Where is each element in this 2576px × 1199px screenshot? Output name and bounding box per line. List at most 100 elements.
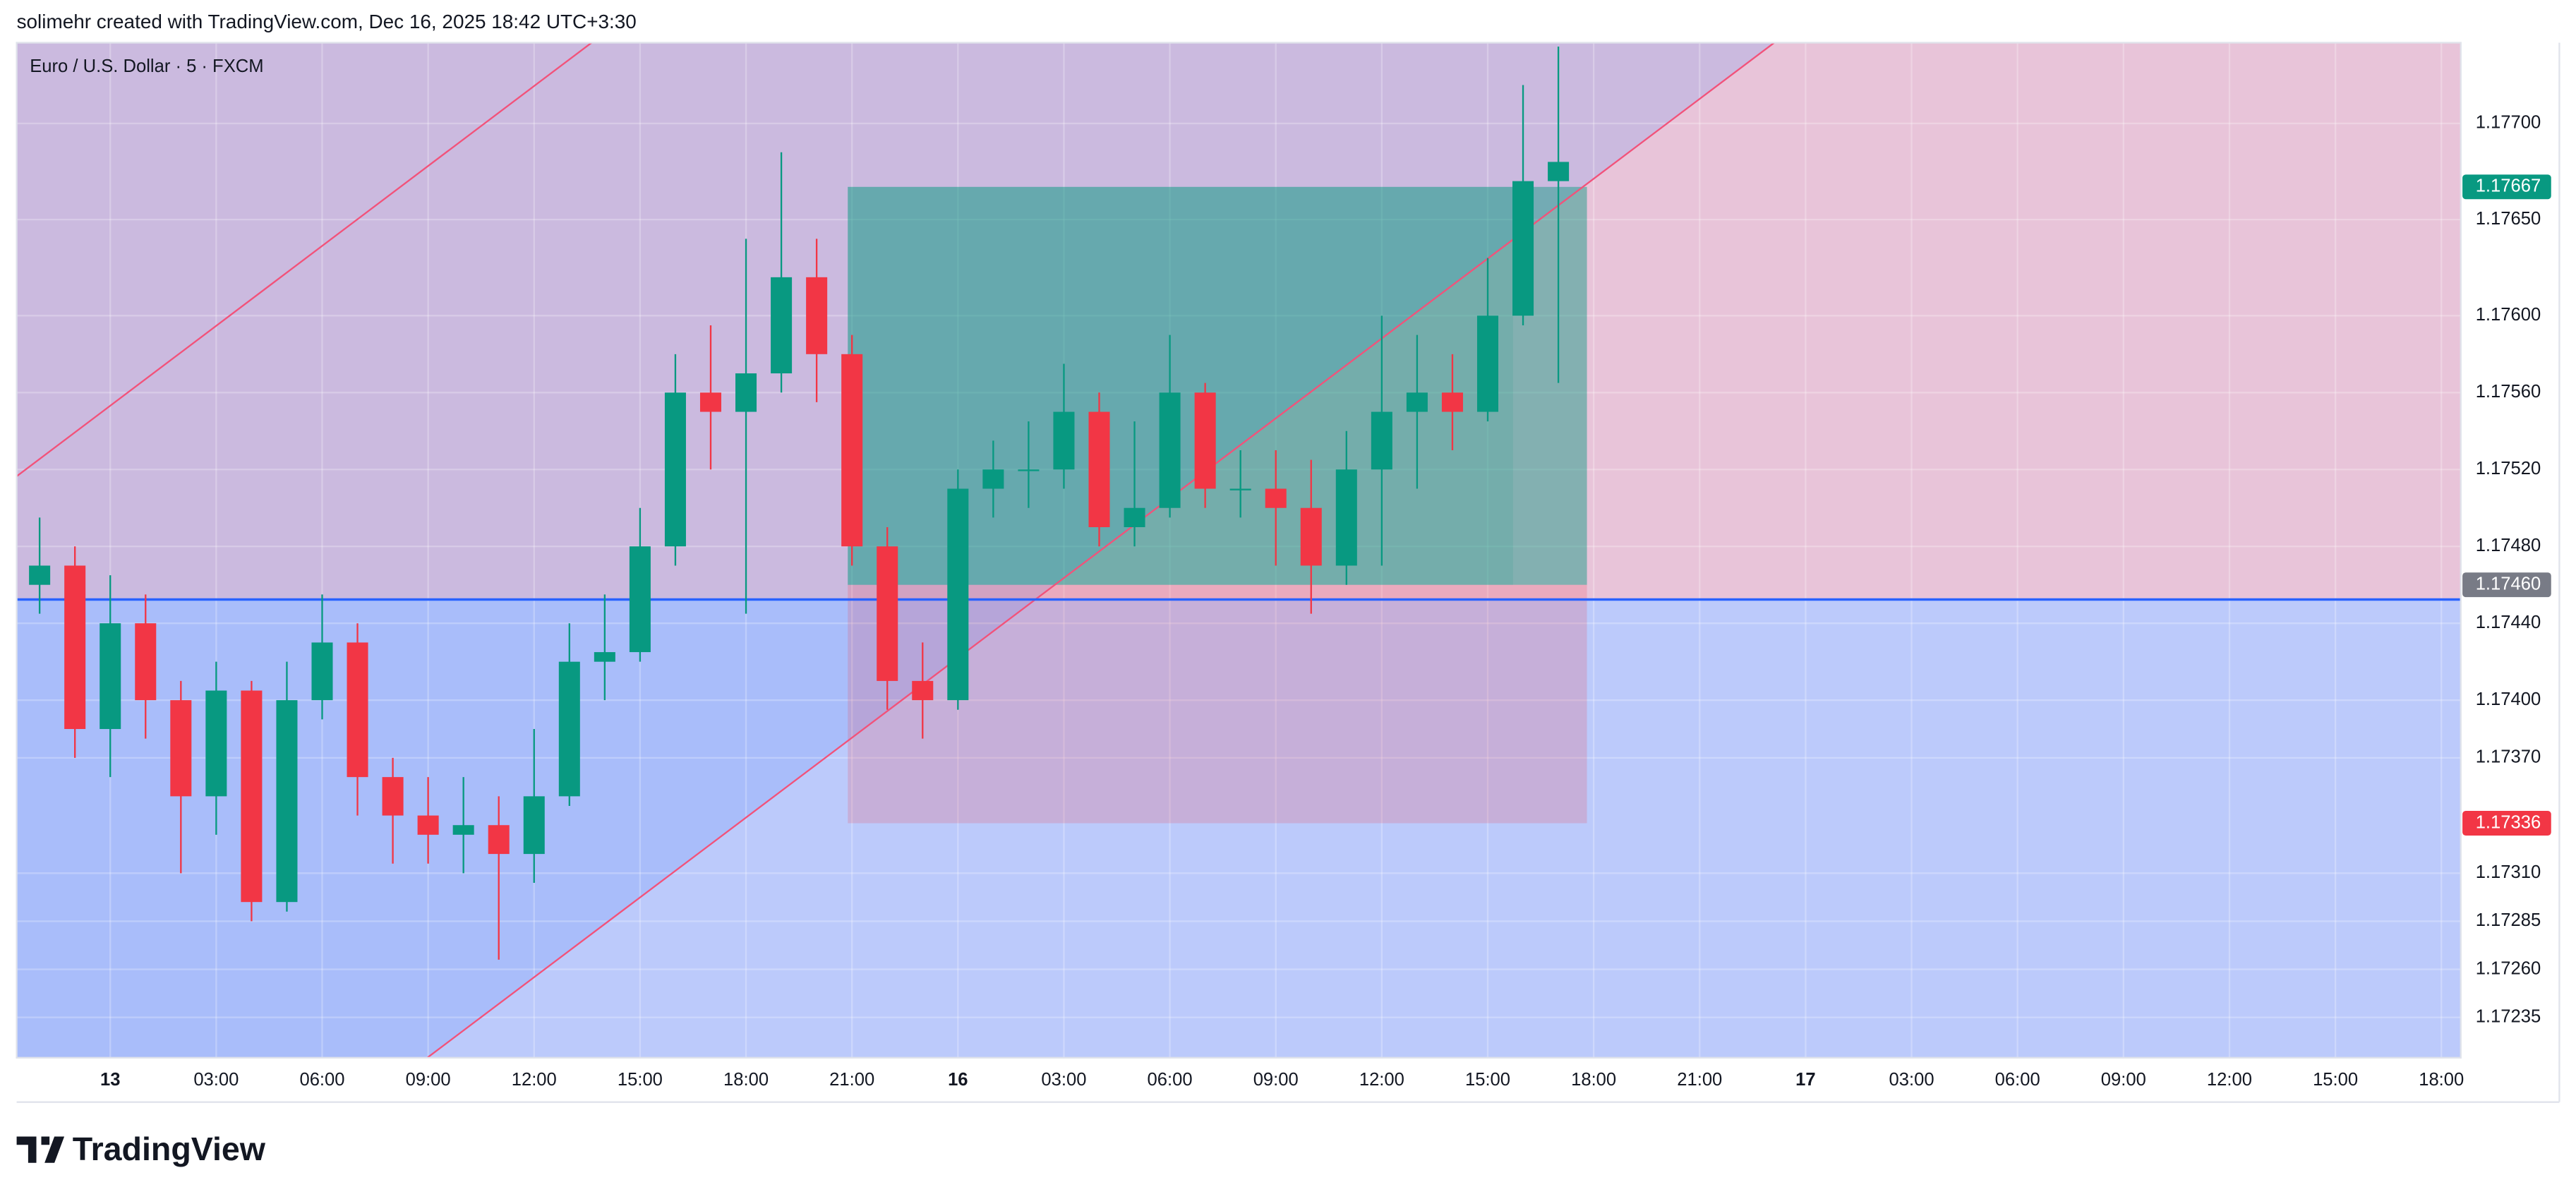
x-tick-label: 15:00 — [618, 1070, 663, 1090]
x-tick-label: 21:00 — [1677, 1070, 1722, 1090]
header-text: solimehr created with TradingView.com, D… — [17, 11, 637, 32]
y-tick-label: 1.17260 — [2476, 958, 2541, 978]
candle-body — [29, 565, 51, 585]
x-tick-label: 15:00 — [2313, 1070, 2358, 1090]
candle-body — [347, 642, 368, 778]
candle-body — [1335, 469, 1357, 566]
chart-title: Euro / U.S. Dollar · 5 · FXCM — [30, 56, 263, 76]
candle-body — [1406, 392, 1428, 412]
target-zone — [848, 186, 1587, 585]
candle-body — [1194, 392, 1216, 489]
candle-body — [311, 642, 333, 701]
candle-body — [205, 690, 227, 797]
x-tick-label: 13 — [100, 1070, 120, 1090]
x-tick-label: 03:00 — [1889, 1070, 1934, 1090]
y-tick-label: 1.17560 — [2476, 382, 2541, 402]
position-tool — [848, 186, 1587, 824]
y-tick-label: 1.17285 — [2476, 910, 2541, 930]
candle-body — [1053, 411, 1075, 470]
candle-body — [806, 277, 828, 354]
grid — [16, 42, 2461, 1058]
x-tick-label: 18:00 — [1571, 1070, 1616, 1090]
candle-body — [1512, 181, 1534, 316]
trend-line — [16, 42, 592, 477]
x-tick-label: 09:00 — [1253, 1070, 1299, 1090]
candle-body — [276, 700, 298, 903]
y-tick-label: 1.17310 — [2476, 862, 2541, 882]
logo-mark — [16, 1136, 65, 1163]
y-tick-label: 1.17600 — [2476, 305, 2541, 325]
candle-body — [664, 392, 686, 547]
stop-zone — [848, 584, 1587, 824]
price-label: 1.17336 — [2476, 812, 2541, 832]
candle-body — [1124, 507, 1145, 527]
candle-body — [1159, 392, 1181, 508]
candle-body — [135, 623, 157, 701]
price-label-box — [2462, 572, 2551, 598]
candle-body — [523, 796, 545, 855]
candle-body — [1441, 392, 1463, 412]
price-label: 1.17667 — [2476, 176, 2541, 196]
zone-top-left — [16, 42, 1774, 600]
candle-body — [417, 815, 439, 835]
candle-body — [1371, 411, 1392, 470]
y-tick-label: 1.17370 — [2476, 747, 2541, 767]
y-tick-label: 1.17700 — [2476, 113, 2541, 133]
x-tick-label: 03:00 — [1041, 1070, 1086, 1090]
y-tick-label: 1.17400 — [2476, 689, 2541, 709]
x-tick-label: 09:00 — [2101, 1070, 2146, 1090]
y-tick-label: 1.17235 — [2476, 1006, 2541, 1026]
logo-text: TradingView — [73, 1131, 266, 1167]
candles — [29, 46, 1570, 960]
x-tick-label: 09:00 — [406, 1070, 451, 1090]
y-tick-label: 1.17650 — [2476, 209, 2541, 229]
x-tick-label: 12:00 — [512, 1070, 557, 1090]
x-tick-label: 17 — [1795, 1070, 1815, 1090]
x-tick-label: 16 — [948, 1070, 968, 1090]
x-tick-label: 21:00 — [829, 1070, 874, 1090]
candle-body — [735, 373, 757, 412]
x-tick-label: 06:00 — [299, 1070, 344, 1090]
candle-body — [452, 825, 474, 835]
candle-body — [1018, 469, 1040, 471]
candle-body — [1300, 507, 1322, 566]
candle-body — [982, 469, 1004, 489]
candle-body — [1088, 411, 1110, 527]
plot-area — [16, 42, 2461, 1059]
candle-body — [382, 777, 404, 816]
candle-body — [558, 661, 580, 797]
candle-body — [488, 825, 510, 855]
trend-line — [426, 42, 1775, 1059]
candle-body — [64, 565, 86, 730]
logo: TradingView — [16, 1131, 266, 1167]
candle-body — [912, 680, 934, 701]
candle-body — [241, 690, 263, 903]
y-tick-label: 1.17520 — [2476, 459, 2541, 478]
x-tick-label: 12:00 — [1359, 1070, 1404, 1090]
x-tick-label: 12:00 — [2207, 1070, 2252, 1090]
axes: 1.17700 1.17650 1.17600 1.17560 1.17520 1.174… — [100, 113, 2551, 1090]
price-label-box — [2462, 174, 2551, 200]
candle-body — [877, 546, 898, 681]
candle-body — [100, 623, 121, 730]
candle-body — [170, 700, 192, 797]
x-tick-label: 06:00 — [1995, 1070, 2040, 1090]
plot-border — [16, 42, 2462, 1059]
x-tick-label: 18:00 — [2419, 1070, 2464, 1090]
candle-body — [699, 392, 722, 412]
x-tick-label: 18:00 — [723, 1070, 769, 1090]
candle-body — [947, 488, 969, 701]
candle-body — [1476, 315, 1499, 412]
candle-body — [841, 354, 863, 547]
price-label: 1.17460 — [2476, 574, 2541, 594]
x-tick-label: 03:00 — [193, 1070, 239, 1090]
candle-body — [594, 652, 615, 662]
price-label-box — [2462, 811, 2551, 836]
candle-body — [1548, 162, 1570, 181]
y-tick-label: 1.17480 — [2476, 536, 2541, 555]
candle-body — [1229, 488, 1251, 490]
candle-body — [629, 546, 651, 653]
y-tick-label: 1.17440 — [2476, 613, 2541, 632]
